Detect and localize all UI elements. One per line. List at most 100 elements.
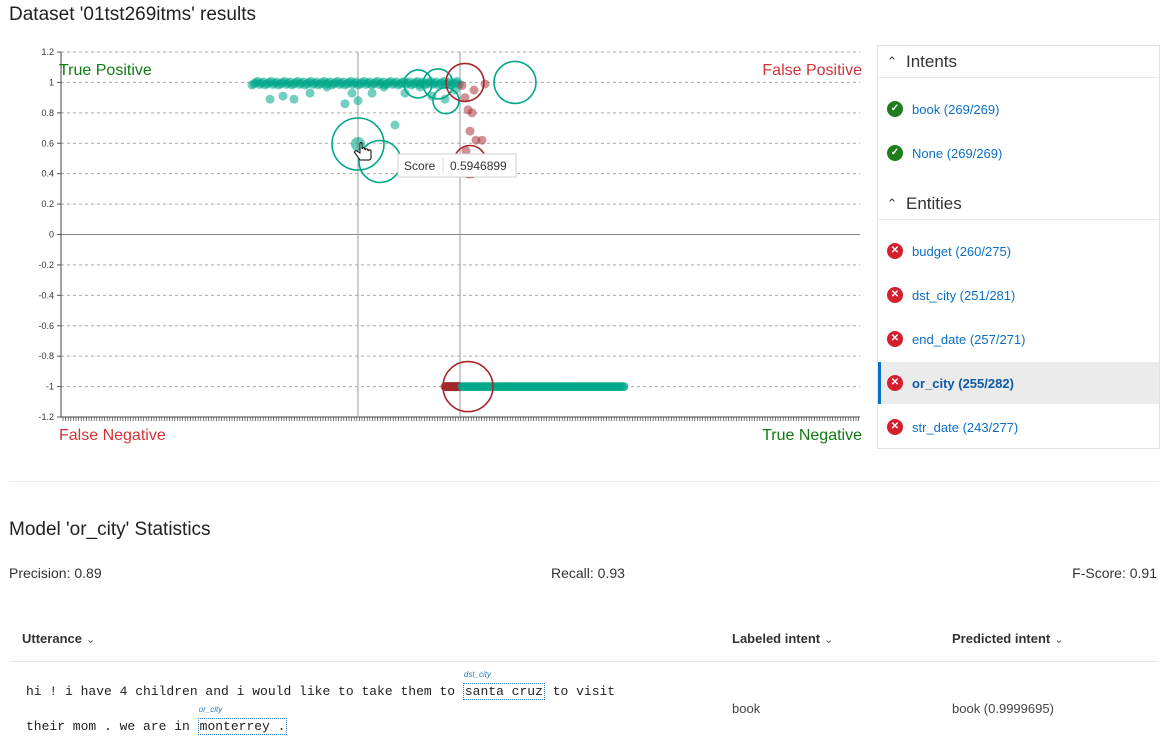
entity-item-label: or_city (255/282)	[912, 375, 1014, 391]
entity-item-label: end_date (257/271)	[912, 331, 1026, 347]
utterance-column-header[interactable]: Utterance ⌄	[22, 631, 95, 646]
data-point-weight[interactable]	[403, 69, 433, 99]
precision-value: Precision: 0.89	[9, 565, 102, 581]
error-icon: ✕	[887, 331, 903, 347]
intents-group-header[interactable]: ⌃ Intents	[878, 46, 1159, 78]
error-icon: ✕	[887, 419, 903, 435]
chevron-down-icon: ⌄	[85, 634, 96, 646]
data-point[interactable]	[619, 382, 629, 392]
data-point[interactable]	[322, 82, 332, 92]
y-tick-label: -0.4	[38, 290, 54, 300]
y-tick-label: -0.2	[38, 260, 54, 270]
data-point[interactable]	[460, 93, 470, 103]
data-point[interactable]	[480, 79, 490, 89]
data-point[interactable]	[367, 88, 377, 98]
intent-item-label: book (269/269)	[912, 101, 1000, 117]
scatter-chart[interactable]: 1.2 1 0.8 0.6 0.4 0.2 0 -0.2 -0.4 -0.6 -0.8 -1 -1.2 T…	[0, 40, 870, 450]
entities-header-label: Entities	[906, 193, 962, 213]
entity-item-budget[interactable]: ✕ budget (260/275)	[878, 230, 1159, 272]
labeled-intent-header-label: Labeled intent	[732, 631, 821, 646]
data-point[interactable]	[390, 120, 400, 130]
chevron-up-icon: ⌃	[886, 195, 898, 211]
entity-item-dst-city[interactable]: ✕ dst_city (251/281)	[878, 274, 1159, 316]
stats-title: Model 'or_city' Statistics	[9, 519, 211, 540]
data-point-weight[interactable]	[358, 139, 402, 184]
y-tick-label: 1.2	[41, 47, 54, 57]
tooltip-box	[397, 153, 517, 178]
data-point[interactable]	[461, 146, 471, 156]
entity-item-str-date[interactable]: ✕ str_date (243/277)	[878, 406, 1159, 448]
y-tick-label: 0.4	[41, 169, 54, 179]
data-point[interactable]	[347, 88, 357, 98]
entity-text: monterrey .	[199, 719, 286, 734]
labeled-intent-column-header[interactable]: Labeled intent ⌄	[732, 631, 833, 646]
entity-text: santa cruz	[464, 684, 543, 699]
data-point[interactable]	[469, 85, 479, 95]
intent-item-label: None (269/269)	[912, 145, 1003, 161]
entity-item-or-city[interactable]: ✕ or_city (255/282)	[878, 362, 1159, 404]
error-icon: ✕	[887, 287, 903, 303]
y-tick-label: 0.6	[41, 138, 54, 148]
y-tick-label: 0.2	[41, 199, 54, 209]
data-point[interactable]	[467, 108, 477, 118]
data-point-weight[interactable]	[493, 60, 537, 105]
intent-item-none[interactable]: ✓ None (269/269)	[878, 132, 1159, 174]
y-tick-label: -1	[46, 382, 54, 392]
data-point-weight[interactable]	[331, 117, 385, 171]
predicted-intent-column-header[interactable]: Predicted intent ⌄	[952, 631, 1063, 646]
predicted-intent-cell: book (0.9999695)	[952, 701, 1054, 716]
tooltip-value: 0.5946899	[450, 159, 507, 173]
data-point[interactable]	[305, 88, 315, 98]
y-tick-label: 0	[49, 230, 54, 240]
utterance-header-label: Utterance	[22, 631, 82, 646]
intent-item-book[interactable]: ✓ book (269/269)	[878, 88, 1159, 130]
error-icon: ✕	[887, 243, 903, 259]
data-point[interactable]	[440, 94, 450, 104]
data-point-weight[interactable]	[442, 360, 494, 413]
y-tick-label: 0.8	[41, 108, 54, 118]
recall-value: Recall: 0.93	[551, 565, 625, 581]
filter-panel: ⌃ Intents ✓ book (269/269) ✓ None (269/2…	[877, 45, 1160, 449]
tooltip-label: Score	[404, 159, 436, 173]
entities-group-header[interactable]: ⌃ Entities	[878, 188, 1159, 220]
data-point[interactable]	[400, 88, 410, 98]
utterance-line-2: their mom . we are in or_city monterrey .	[26, 705, 288, 735]
entity-item-label: dst_city (251/281)	[912, 287, 1016, 303]
data-point[interactable]	[353, 96, 363, 106]
hand-cursor-icon	[354, 142, 372, 161]
label-false-positive: False Positive	[762, 62, 862, 79]
data-point[interactable]	[340, 99, 350, 109]
chevron-down-icon: ⌄	[1054, 634, 1064, 646]
header-row-separator	[9, 661, 1159, 662]
data-point[interactable]	[477, 135, 487, 145]
data-point-weight[interactable]	[422, 68, 454, 100]
checkmark-icon: ✓	[887, 145, 903, 161]
entity-tag: or_city	[198, 705, 223, 714]
data-point[interactable]	[278, 91, 288, 101]
data-point[interactable]	[289, 94, 299, 104]
data-point-weight[interactable]	[445, 62, 485, 103]
utterance-text: to visit	[544, 684, 616, 699]
fscore-value: F-Score: 0.91	[1072, 565, 1157, 581]
checkmark-icon: ✓	[887, 101, 903, 117]
data-point[interactable]	[379, 82, 389, 92]
chevron-up-icon: ⌃	[886, 53, 898, 69]
data-point[interactable]	[265, 94, 275, 104]
y-tick-label: -0.8	[38, 351, 54, 361]
data-point[interactable]	[457, 80, 467, 90]
data-point[interactable]	[465, 126, 475, 136]
entity-highlight[interactable]: or_city monterrey .	[197, 705, 288, 735]
y-tick-label: 1	[49, 77, 54, 87]
label-true-positive: True Positive	[59, 62, 152, 79]
entity-item-label: str_date (243/277)	[912, 419, 1019, 435]
y-tick-label: -0.6	[38, 321, 54, 331]
utterance-text: their mom . we are in	[26, 719, 198, 734]
entity-item-end-date[interactable]: ✕ end_date (257/271)	[878, 318, 1159, 360]
chevron-down-icon: ⌄	[824, 634, 834, 646]
utterance-line-1: hi ! i have 4 children and i would like …	[26, 670, 616, 700]
label-false-negative: False Negative	[59, 427, 166, 444]
entity-highlight[interactable]: dst_city santa cruz	[462, 670, 545, 700]
label-true-negative: True Negative	[762, 427, 862, 444]
predicted-intent-header-label: Predicted intent	[952, 631, 1051, 646]
utterance-text: hi ! i have 4 children and i would like …	[26, 684, 463, 699]
